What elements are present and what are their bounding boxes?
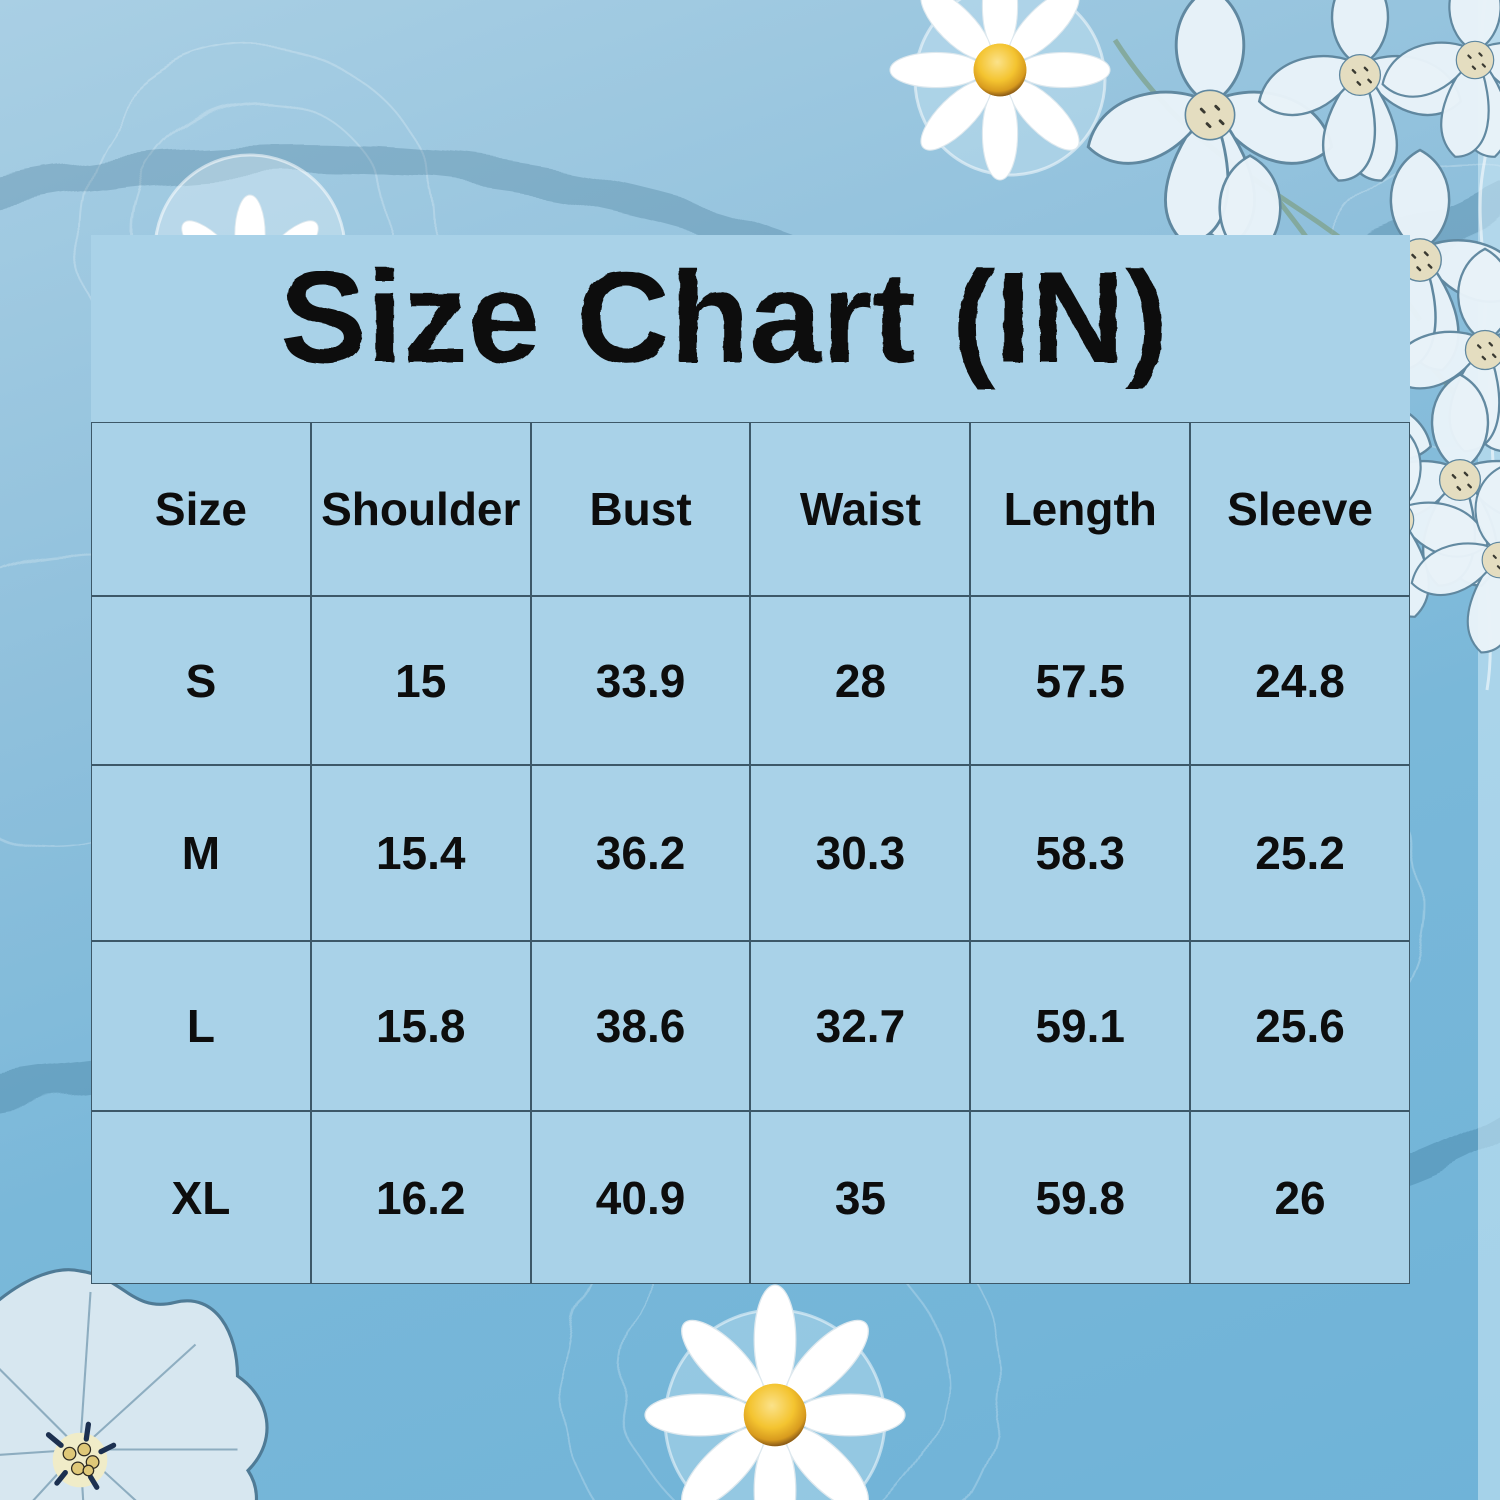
svg-text:Size Chart (IN): Size Chart (IN) [280, 244, 1168, 390]
